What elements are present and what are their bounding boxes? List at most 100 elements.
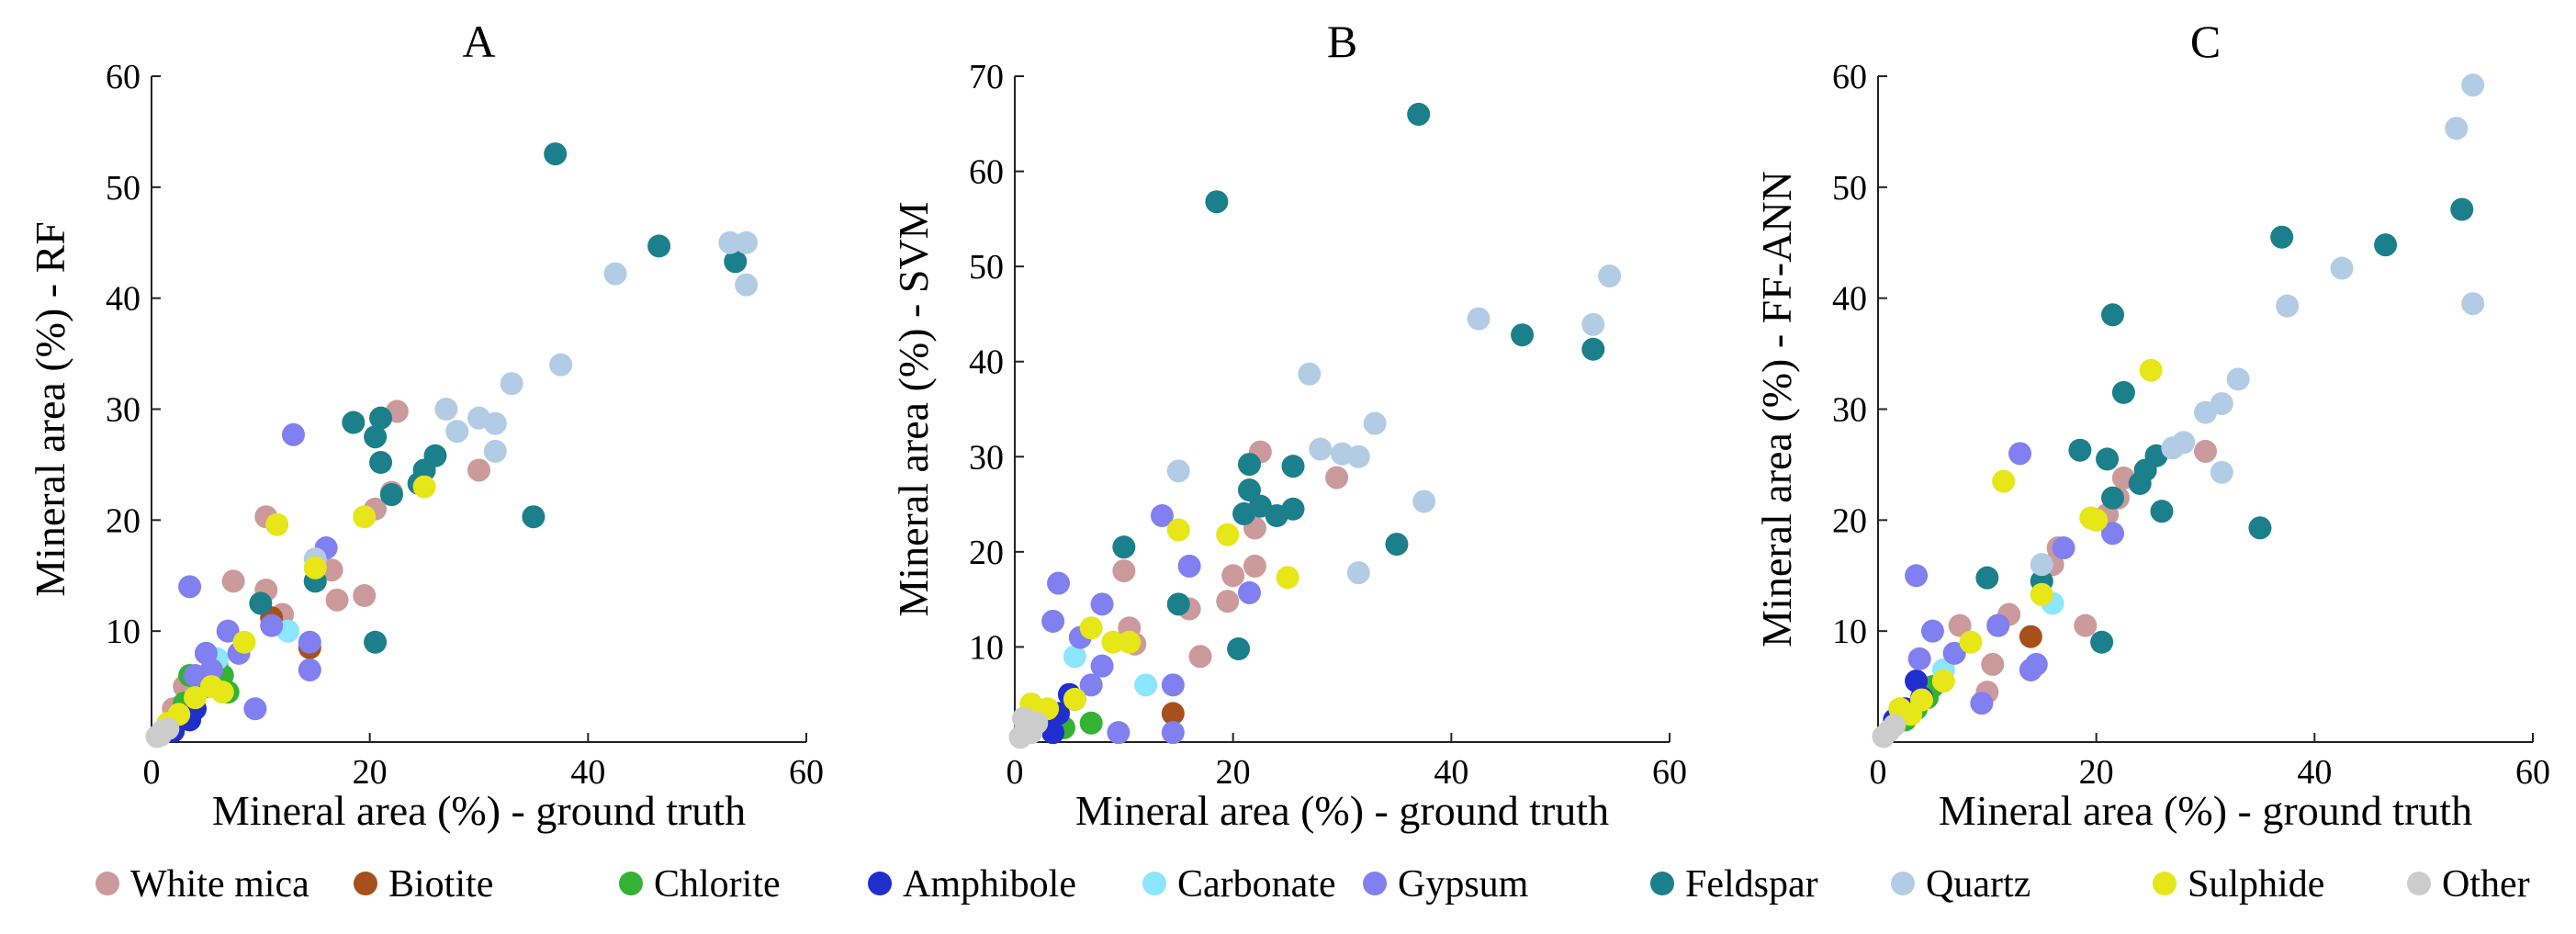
series-other [145, 717, 180, 748]
data-point [1150, 504, 1174, 527]
data-point [1598, 264, 1622, 287]
data-point [1346, 561, 1370, 585]
panel-A: 0 20 40 60 10 20 30 40 50 60 A Mineral area (%) - g… [27, 16, 824, 834]
y-tick-label: 10 [969, 628, 1004, 667]
data-point [1975, 566, 1999, 590]
y-tick-label: 20 [969, 534, 1004, 572]
y-axis-label: Mineral area (%) - FF-ANN [1753, 171, 1800, 647]
data-point [232, 630, 256, 654]
data-point [1216, 590, 1240, 613]
series-other [1872, 714, 1907, 748]
data-point [364, 630, 388, 654]
x-tick-label: 40 [1434, 753, 1468, 792]
data-point [1899, 703, 1923, 726]
data-point [1166, 592, 1190, 616]
data-point [1581, 337, 1605, 361]
series-white-mica [1948, 439, 2217, 704]
data-point [1090, 592, 1114, 616]
series-sulphide [1019, 518, 1299, 730]
data-point [603, 262, 627, 286]
data-point [483, 411, 507, 435]
data-point [1205, 190, 1229, 214]
data-point [1986, 613, 2010, 637]
series-quartz [1166, 264, 1622, 585]
data-point [735, 231, 759, 254]
data-point [1905, 564, 1929, 588]
y-tick-label: 60 [106, 58, 141, 96]
data-point [718, 231, 742, 254]
y-tick-label: 20 [1832, 501, 1867, 540]
data-point [342, 411, 366, 434]
y-tick-label: 50 [106, 169, 141, 208]
x-tick-label: 0 [143, 753, 161, 792]
data-point [2030, 582, 2053, 606]
data-point [1041, 609, 1065, 633]
x-tick-label: 0 [1007, 753, 1024, 792]
data-point [522, 505, 546, 529]
data-point [249, 591, 273, 615]
data-point [2248, 516, 2272, 540]
data-point [1931, 670, 1955, 693]
legend-item: Chlorite [619, 863, 781, 906]
data-point [2461, 73, 2485, 97]
data-point [2374, 233, 2398, 257]
data-point [2052, 536, 2075, 560]
series-biotite [1161, 702, 1185, 726]
legend-label: White mica [130, 863, 309, 906]
data-point [2330, 256, 2354, 280]
data-point [1942, 641, 1966, 665]
data-point [1227, 637, 1251, 660]
y-tick-label: 10 [1832, 613, 1867, 651]
legend-label: Biotite [388, 863, 493, 906]
data-point [199, 658, 223, 681]
data-point [2210, 460, 2233, 484]
data-point [325, 588, 349, 612]
data-point [353, 584, 377, 607]
data-point [1948, 613, 1972, 637]
data-point [1276, 566, 1299, 590]
series-gypsum [1905, 442, 2124, 715]
data-point [1221, 564, 1245, 588]
x-axis-label: Mineral area (%) - ground truth [1075, 787, 1609, 834]
data-point [647, 234, 671, 258]
x-tick-label: 0 [1870, 753, 1887, 792]
data-point [2226, 367, 2250, 391]
x-axis-label: Mineral area (%) - ground truth [1939, 787, 2472, 834]
data-point [1992, 469, 2016, 493]
data-point [1883, 714, 1907, 737]
data-point [1063, 645, 1086, 669]
series-feldspar [1975, 197, 2474, 654]
data-point [1281, 455, 1305, 478]
legend-item: Sulphide [2153, 863, 2324, 906]
legend-marker [1891, 872, 1915, 895]
data-point [1467, 307, 1490, 331]
data-point [303, 556, 327, 580]
y-axis-label: Mineral area (%) - SVM [890, 201, 937, 616]
legend-marker [1363, 872, 1387, 895]
data-point [1161, 673, 1185, 697]
legend-item: Gypsum [1363, 863, 1529, 906]
panel-title: B [1327, 16, 1357, 67]
legend-item: Carbonate [1142, 863, 1336, 906]
data-point [369, 451, 393, 474]
x-tick-label: 60 [1652, 753, 1687, 792]
data-point [2270, 225, 2294, 249]
data-point [1581, 312, 1605, 336]
data-point [1063, 687, 1086, 711]
y-tick-label: 40 [106, 280, 141, 319]
data-point [2150, 500, 2174, 523]
x-tick-label: 60 [2515, 753, 2550, 792]
data-point [369, 406, 393, 430]
data-point [2194, 439, 2217, 463]
data-point [2450, 197, 2474, 221]
y-tick-label: 50 [1832, 169, 1867, 208]
data-point [1112, 535, 1136, 559]
legend-item: Biotite [354, 863, 493, 906]
data-point [412, 475, 436, 499]
data-point [549, 353, 573, 377]
data-point [1243, 554, 1266, 578]
data-point [1107, 721, 1131, 745]
legend-label: Carbonate [1177, 863, 1336, 906]
data-point [2100, 522, 2124, 546]
y-tick-label: 70 [969, 58, 1004, 96]
